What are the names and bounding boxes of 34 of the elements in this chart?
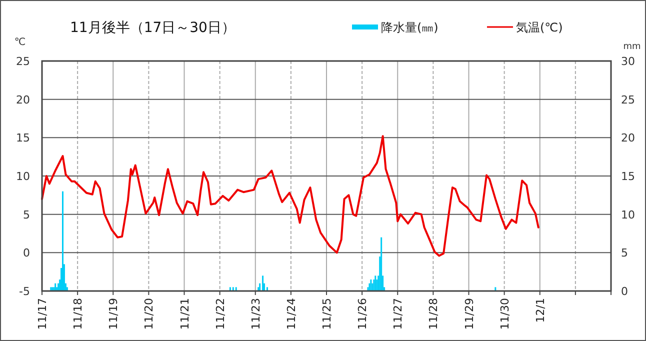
x-tick-label: 11/25 bbox=[320, 298, 334, 330]
y-axis-title: ℃ bbox=[14, 37, 26, 48]
y2-tick-label: 0 bbox=[621, 285, 628, 298]
y-tick-label: 25 bbox=[16, 55, 30, 68]
y-tick-label: 5 bbox=[23, 208, 30, 222]
y2-tick-label: 25 bbox=[621, 93, 635, 106]
y2-tick-label: 30 bbox=[621, 55, 635, 68]
y2-tick-label: 10 bbox=[621, 208, 635, 222]
x-tick-label: 11/29 bbox=[462, 298, 476, 330]
y-tick-label: 0 bbox=[23, 246, 30, 260]
y-tick-label: -5 bbox=[19, 285, 30, 298]
x-tick-label: 11/27 bbox=[392, 298, 405, 330]
y-tick-label: 10 bbox=[16, 170, 30, 183]
y2-tick-label: 20 bbox=[621, 132, 635, 145]
x-tick-label: 11/24 bbox=[284, 298, 298, 330]
x-tick-label: 11/26 bbox=[356, 298, 370, 330]
x-tick-label: 12/1 bbox=[534, 298, 547, 323]
x-tick-label: 11/20 bbox=[142, 298, 156, 330]
y2-tick-label: 5 bbox=[621, 246, 628, 260]
x-tick-label: 11/21 bbox=[178, 298, 192, 330]
x-tick-label: 11/28 bbox=[427, 298, 440, 330]
legend-label: 気温(℃) bbox=[516, 20, 563, 34]
x-tick-label: 11/17 bbox=[36, 298, 49, 330]
y-tick-label: 15 bbox=[16, 132, 30, 145]
y2-axis-title: mm bbox=[623, 42, 641, 52]
chart-title: 11月後半（17日～30日） bbox=[70, 20, 236, 36]
x-tick-label: 11/23 bbox=[249, 298, 262, 330]
y2-tick-label: 15 bbox=[621, 170, 635, 183]
x-tick-label: 11/30 bbox=[498, 298, 512, 330]
x-tick-label: 11/18 bbox=[72, 298, 85, 330]
y-tick-label: 20 bbox=[16, 93, 30, 106]
legend-label: 降水量(㎜) bbox=[381, 20, 438, 34]
x-tick-label: 11/19 bbox=[107, 298, 120, 330]
x-tick-label: 11/22 bbox=[214, 298, 227, 330]
